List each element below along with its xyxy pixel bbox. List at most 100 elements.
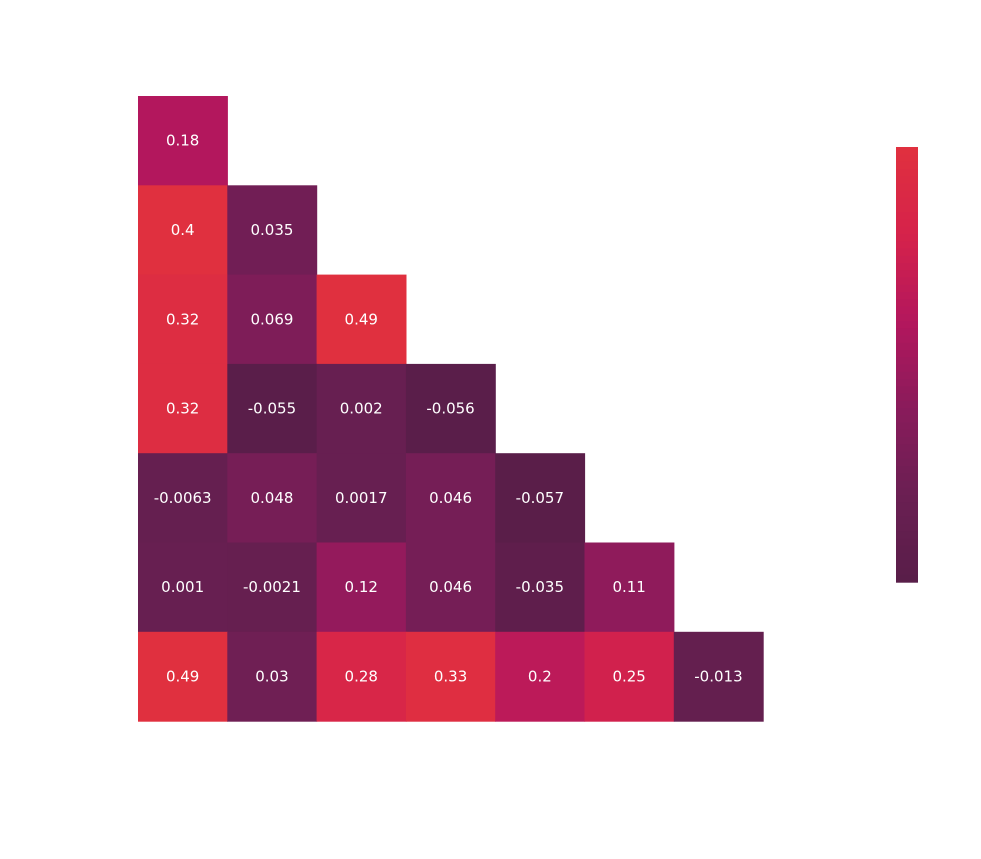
colorbar-band	[896, 422, 918, 431]
heatmap-cell-r6-c1	[227, 631, 318, 722]
cell-value-label: 0.32	[166, 310, 199, 328]
colorbar-band	[896, 364, 918, 373]
colorbar-band	[896, 451, 918, 460]
colorbar-band	[896, 212, 918, 221]
colorbar-band	[896, 342, 918, 351]
colorbar-band	[896, 248, 918, 257]
colorbar-band	[896, 509, 918, 518]
heatmap-cell-r2-c1	[227, 274, 318, 365]
heatmap-cell-r6-c3	[405, 631, 496, 722]
colorbar-band	[896, 545, 918, 554]
cell-value-label: 0.18	[166, 132, 199, 150]
colorbar-band	[896, 458, 918, 467]
colorbar-band	[896, 567, 918, 576]
cell-value-label: 0.03	[255, 667, 288, 685]
heatmap-cell-r6-c6	[673, 631, 764, 722]
colorbar-band	[896, 524, 918, 532]
heatmap-cell-r3-c0	[138, 363, 228, 454]
colorbar-band	[896, 393, 918, 402]
cell-value-label: 0.069	[250, 310, 293, 328]
colorbar-band	[896, 183, 918, 192]
cell-value-label: 0.32	[166, 400, 199, 418]
heatmap-cell-r5-c2	[316, 542, 407, 633]
cell-value-label: 0.12	[345, 578, 378, 596]
colorbar-band	[896, 480, 918, 489]
heatmap-cell-r1-c0	[138, 185, 228, 276]
colorbar-band	[896, 429, 918, 438]
colorbar-band	[896, 284, 918, 293]
cell-value-label: 0.001	[161, 578, 204, 596]
colorbar-band	[896, 292, 918, 300]
heatmap-cell-r2-c0	[138, 274, 228, 365]
colorbar-band	[896, 277, 918, 286]
colorbar-band	[896, 270, 918, 279]
heatmap-cell-r6-c4	[495, 631, 586, 722]
colorbar-band	[896, 328, 918, 337]
colorbar-band	[896, 466, 918, 474]
cell-value-label: 0.11	[612, 578, 645, 596]
cell-value-label: -0.013	[694, 667, 742, 685]
colorbar-band	[896, 234, 918, 242]
heatmap-cell-r3-c1	[227, 363, 318, 454]
colorbar-band	[896, 502, 918, 511]
heatmap-cell-r2-c2	[316, 274, 407, 365]
colorbar-band	[896, 313, 918, 322]
colorbar-band	[896, 553, 918, 561]
colorbar-band	[896, 197, 918, 206]
colorbar-band	[896, 516, 918, 525]
cell-value-label: 0.035	[250, 221, 293, 239]
heatmap-cell-r1-c1	[227, 185, 318, 276]
cell-value-label: 0.4	[171, 221, 195, 239]
colorbar-band	[896, 335, 918, 344]
heatmap-cell-r6-c2	[316, 631, 407, 722]
colorbar-band	[896, 321, 918, 329]
colorbar-band	[896, 226, 918, 235]
cell-value-label: 0.49	[345, 310, 378, 328]
cell-value-label: -0.0063	[154, 489, 212, 507]
colorbar-band	[896, 147, 918, 155]
colorbar-band	[896, 538, 918, 547]
heatmap-cell-r4-c3	[405, 453, 496, 544]
heatmap-cell-r0-c0	[138, 96, 228, 186]
heatmap-cell-r5-c4	[495, 542, 586, 633]
heatmap-cell-r4-c2	[316, 453, 407, 544]
colorbar-band	[896, 415, 918, 424]
colorbar-band	[896, 176, 918, 184]
colorbar-band	[896, 437, 918, 445]
colorbar	[896, 147, 918, 583]
cell-value-label: 0.046	[429, 578, 472, 596]
colorbar-band	[896, 241, 918, 250]
colorbar-band	[896, 400, 918, 409]
heatmap-cell-r3-c3	[405, 363, 496, 454]
cell-value-label: -0.0021	[243, 578, 301, 596]
colorbar-band	[896, 350, 918, 358]
cell-value-label: 0.25	[612, 667, 645, 685]
colorbar-band	[896, 161, 918, 170]
heatmap-cell-r5-c0	[138, 542, 228, 633]
colorbar-band	[896, 386, 918, 395]
colorbar-band	[896, 263, 918, 271]
cell-value-label: 0.048	[250, 489, 293, 507]
heatmap-cell-r5-c1	[227, 542, 318, 633]
colorbar-band	[896, 299, 918, 308]
colorbar-band	[896, 495, 918, 503]
colorbar-band	[896, 574, 918, 583]
heatmap-cell-r4-c0	[138, 453, 228, 544]
heatmap-cell-r3-c2	[316, 363, 407, 454]
heatmap-cells: 0.18 0.4 0.035 0.32 0.069 0.49 0.32 -0.055 0.002…	[138, 96, 764, 722]
colorbar-band	[896, 531, 918, 540]
colorbar-band	[896, 408, 918, 416]
cell-value-label: 0.49	[166, 667, 199, 685]
cell-value-label: 0.0017	[335, 489, 388, 507]
cell-value-label: 0.002	[340, 400, 383, 418]
heatmap-cell-r4-c4	[495, 453, 586, 544]
heatmap-cell-r6-c0	[138, 631, 228, 722]
heatmap-cell-r5-c3	[405, 542, 496, 633]
colorbar-band	[896, 487, 918, 496]
colorbar-band	[896, 357, 918, 366]
colorbar-band	[896, 473, 918, 482]
heatmap-cell-r6-c5	[584, 631, 675, 722]
colorbar-band	[896, 219, 918, 228]
heatmap-cell-r4-c1	[227, 453, 318, 544]
